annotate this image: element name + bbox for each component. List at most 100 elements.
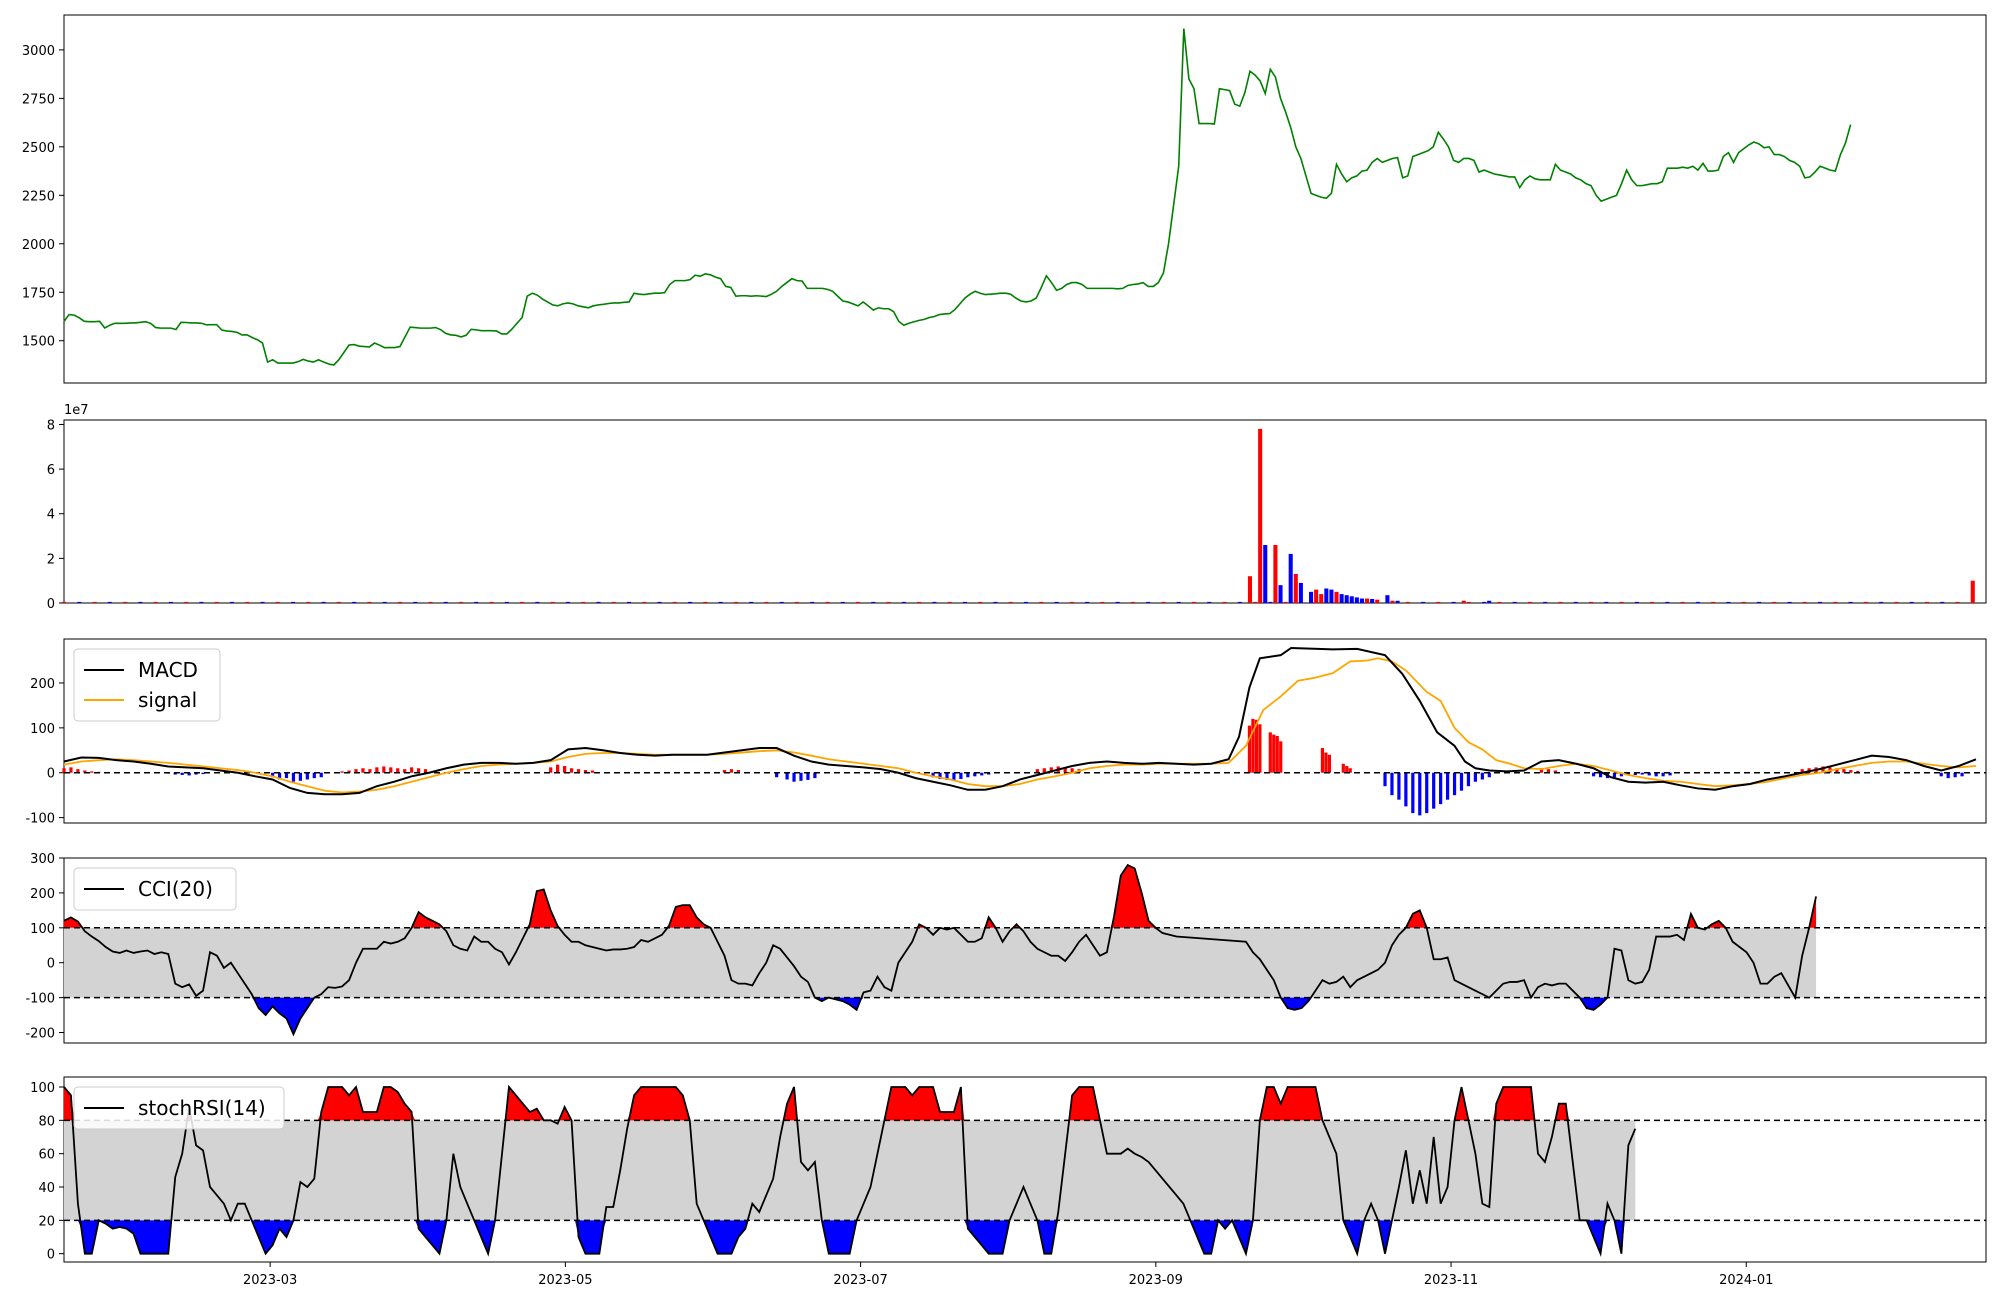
volume-bar	[1365, 598, 1370, 603]
volume-bar	[1619, 601, 1624, 603]
volume-bar	[474, 601, 479, 603]
volume-bar	[733, 601, 738, 603]
volume-bar	[672, 601, 677, 603]
stochrsi-panel: 0 20 40 60 80 100 stochRSI(14)	[30, 1076, 1987, 1263]
macd-histogram-bar	[1633, 772, 1637, 775]
volume-bar	[1466, 601, 1471, 603]
macd-histogram-bar	[201, 772, 205, 775]
legend-label: signal	[138, 688, 197, 712]
y-tick-label: 2500	[22, 141, 55, 156]
volume-bar	[1207, 601, 1212, 603]
macd-histogram-bar	[1251, 718, 1255, 773]
macd-histogram-bar	[556, 764, 560, 773]
volume-bar	[1650, 601, 1655, 603]
volume-bar	[1253, 601, 1258, 603]
volume-bar	[1100, 601, 1105, 603]
macd-histogram-bar	[729, 769, 734, 773]
macd-histogram-bar	[1324, 752, 1328, 773]
macd-histogram-bar	[736, 770, 741, 773]
macd-histogram-bar	[1390, 772, 1394, 796]
y-tick-label: 2250	[22, 189, 55, 204]
y-tick-label: 300	[30, 852, 55, 867]
macd-histogram-bar	[1546, 769, 1551, 773]
macd-histogram-bar	[562, 766, 567, 773]
volume-bar	[107, 601, 112, 603]
volume-bar	[229, 601, 235, 603]
macd-histogram-bar	[83, 770, 87, 773]
volume-bar	[1283, 601, 1288, 603]
macd-histogram-bar	[1445, 772, 1450, 800]
y-tick-label: 2000	[22, 238, 55, 253]
volume-bar	[856, 601, 861, 603]
price-line	[63, 28, 1852, 366]
macd-histogram-bar	[1425, 772, 1429, 814]
legend-box	[73, 1086, 285, 1130]
macd-histogram-bar	[1035, 769, 1039, 773]
volume-bar	[1023, 601, 1029, 603]
volume-bar	[1085, 601, 1090, 603]
x-tick-label: 2023-03	[243, 1273, 297, 1288]
volume-bar	[1726, 601, 1731, 603]
volume-bar	[168, 601, 173, 603]
macd-histogram-bar	[785, 772, 789, 780]
volume-bar	[978, 601, 983, 603]
volume-bar	[1298, 582, 1303, 603]
volume-bar	[1329, 589, 1334, 603]
volume-bar	[1461, 600, 1466, 603]
macd-histogram-bar	[347, 770, 351, 773]
y-tick-label: 100	[30, 1081, 55, 1096]
macd-histogram-bar	[1960, 772, 1964, 777]
macd-histogram-bar	[973, 772, 977, 777]
volume-bar	[1288, 553, 1293, 603]
macd-histogram-bar	[966, 772, 970, 778]
macd-histogram-bar	[1591, 772, 1596, 777]
volume-bar	[1339, 594, 1344, 603]
y-tick-label: 80	[38, 1114, 55, 1129]
volume-bar	[291, 601, 296, 603]
macd-histogram-bar	[1480, 772, 1484, 780]
volume-bar	[1314, 589, 1319, 603]
volume-bar	[1848, 601, 1853, 603]
macd-histogram-bar	[959, 772, 963, 780]
macd-histogram-bar	[187, 772, 191, 776]
macd-histogram-bar	[1835, 768, 1839, 773]
volume-bar	[886, 601, 891, 603]
volume-bar	[1573, 601, 1578, 603]
volume-bar	[1293, 573, 1298, 603]
volume-bar	[764, 601, 769, 603]
macd-histogram-bar	[1272, 734, 1276, 773]
volume-bar	[1349, 596, 1354, 603]
macd-histogram-bar	[354, 769, 358, 773]
volume-bar	[153, 601, 158, 603]
volume-bar	[550, 601, 555, 603]
macd-histogram-bar	[1821, 766, 1825, 773]
macd-histogram-bar	[931, 772, 935, 778]
macd-histogram-bar	[291, 772, 296, 782]
macd-histogram-bar	[980, 772, 984, 776]
volume-bar	[1324, 588, 1329, 603]
volume-bar	[1894, 601, 1899, 603]
y-tick-label: 2	[47, 552, 55, 567]
volume-bar	[1268, 601, 1273, 603]
volume-bar	[810, 601, 815, 603]
macd-histogram-bar	[813, 772, 817, 779]
volume-bar	[947, 601, 952, 603]
y-tick-label: 200	[30, 677, 55, 692]
macd-histogram-bar	[583, 770, 588, 773]
volume-bar	[321, 601, 326, 603]
macd-histogram-bar	[1640, 772, 1644, 775]
macd-histogram-bar	[389, 767, 393, 773]
volume-bar	[1970, 580, 1975, 603]
volume-bar	[245, 601, 250, 603]
volume-bar	[1787, 601, 1792, 603]
y-tick-label: 0	[47, 597, 55, 612]
volume-bar	[1395, 600, 1400, 603]
x-axis: 2023-03 2023-05 2023-07 2023-09 2023-11 2024-…	[243, 1262, 1773, 1288]
volume-bar	[1487, 600, 1492, 603]
volume-bar	[1909, 601, 1914, 603]
volume-bar	[504, 601, 509, 603]
y-tick-label: -100	[25, 812, 55, 827]
volume-bar	[626, 601, 632, 603]
macd-histogram-bar	[1654, 772, 1658, 777]
macd-histogram-bar	[576, 769, 581, 773]
